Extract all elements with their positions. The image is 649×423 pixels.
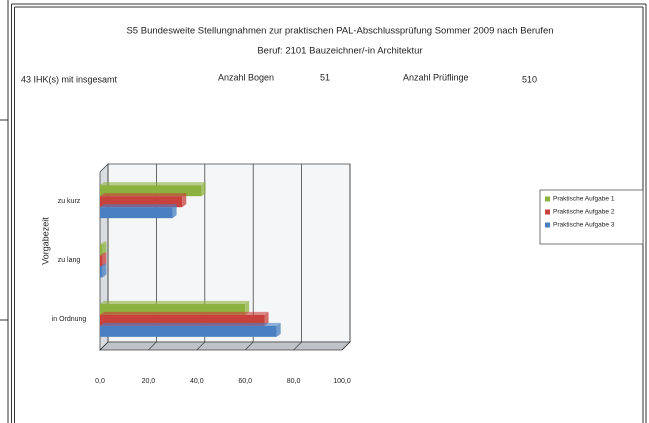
bar xyxy=(100,303,246,315)
grid-line xyxy=(99,164,109,351)
subtitle: Beruf: 2101 Bauzeichner/-in Architektur xyxy=(257,46,422,57)
x-tick-label: 0,0 xyxy=(95,378,105,385)
bar-top xyxy=(100,322,281,326)
info-text: Anzahl Prüflinge xyxy=(403,72,469,82)
bar-end xyxy=(245,300,250,315)
legend-label: Praktische Aufgabe 1 xyxy=(553,196,615,203)
info-text: 43 IHK(s) mit insgesamt xyxy=(21,74,118,84)
bar-top xyxy=(100,263,107,267)
legend-swatch xyxy=(545,222,550,228)
y-tick-label: zu lang xyxy=(57,257,81,264)
title: S5 Bundesweite Stellungnahmen zur prakti… xyxy=(126,26,553,37)
bar-top xyxy=(100,252,107,256)
bar-end xyxy=(276,322,281,337)
bar xyxy=(100,244,103,256)
axis-title: Vorgabezeit xyxy=(40,217,50,265)
info-text: 51 xyxy=(320,72,330,82)
bar-end xyxy=(172,204,177,219)
x-tick-label: 80,0 xyxy=(287,378,301,385)
bar-end xyxy=(102,252,107,267)
bar-end xyxy=(102,263,107,278)
bar-end xyxy=(182,193,187,208)
y-tick-label: in Ordnung xyxy=(51,316,87,324)
y-tick-label: zu kurz xyxy=(57,197,81,205)
info-text: Anzahl Bogen xyxy=(218,72,274,82)
bar-top xyxy=(100,204,177,208)
bar-end xyxy=(264,311,269,326)
legend-swatch xyxy=(545,209,550,215)
grid-line xyxy=(341,164,351,351)
legend-box xyxy=(539,189,644,245)
legend-label: Praktische Aufgabe 2 xyxy=(553,209,615,216)
bar-top xyxy=(100,182,206,186)
x-tick-label: 60,0 xyxy=(238,378,252,385)
bar-top xyxy=(100,311,269,315)
grid-line xyxy=(244,164,254,351)
x-tick-label: 20,0 xyxy=(142,378,156,385)
floor xyxy=(99,341,351,351)
x-tick-label: 100,0 xyxy=(333,378,351,385)
bar xyxy=(100,196,183,208)
legend-swatch xyxy=(545,196,550,202)
bar xyxy=(100,255,103,267)
bar xyxy=(100,325,277,337)
x-tick-label: 40,0 xyxy=(190,378,204,385)
info-text: 510 xyxy=(522,74,537,84)
legend-label: Praktische Aufgabe 3 xyxy=(553,222,615,229)
bar-end xyxy=(102,241,107,256)
bar-top xyxy=(100,300,250,304)
bar xyxy=(100,266,103,278)
bar xyxy=(100,207,173,219)
grid-line xyxy=(293,164,303,351)
bar-top xyxy=(100,193,187,197)
bar xyxy=(100,314,265,326)
bar-top xyxy=(100,241,107,245)
grid-line xyxy=(196,164,206,351)
bar-end xyxy=(201,182,206,197)
grid-line xyxy=(148,164,157,351)
bar xyxy=(100,185,202,197)
